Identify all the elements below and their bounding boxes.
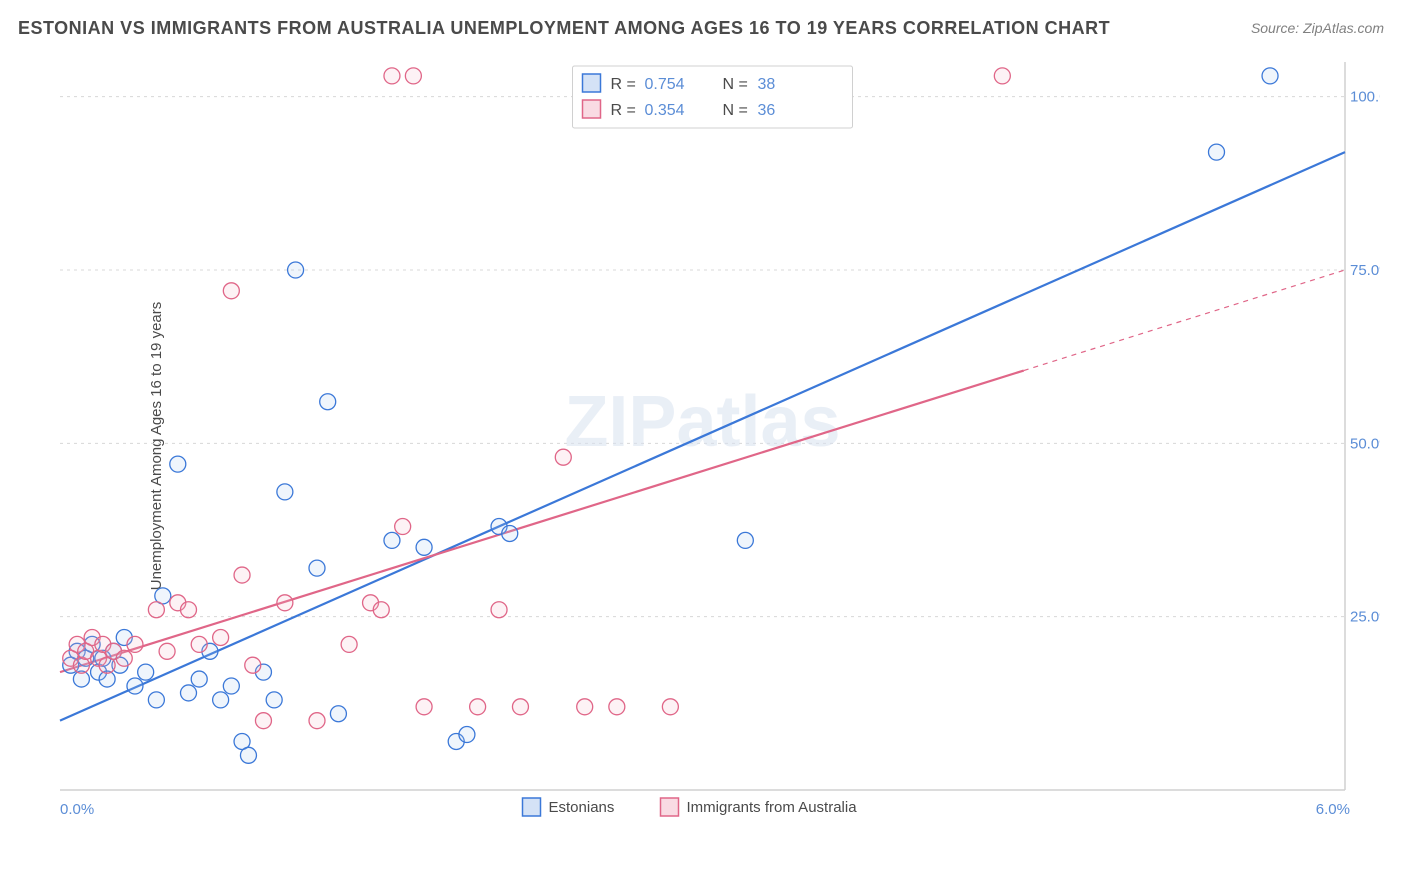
data-point (320, 394, 336, 410)
data-point (213, 629, 229, 645)
data-point (373, 602, 389, 618)
data-point (191, 636, 207, 652)
trend-line (60, 152, 1345, 721)
data-point (127, 636, 143, 652)
data-point (555, 449, 571, 465)
data-point (662, 699, 678, 715)
y-tick-label: 75.0% (1350, 262, 1380, 279)
legend-swatch (583, 74, 601, 92)
data-point (491, 602, 507, 618)
data-point (384, 532, 400, 548)
data-point (181, 602, 197, 618)
data-point (266, 692, 282, 708)
legend-r-label: R = (611, 102, 636, 119)
data-point (416, 699, 432, 715)
data-point (170, 456, 186, 472)
data-point (288, 262, 304, 278)
data-point (245, 657, 261, 673)
data-point (234, 567, 250, 583)
data-point (277, 484, 293, 500)
data-point (116, 650, 132, 666)
data-point (127, 678, 143, 694)
data-point (384, 68, 400, 84)
legend-n-label: N = (723, 102, 748, 119)
data-point (148, 602, 164, 618)
source-name: ZipAtlas.com (1303, 20, 1384, 36)
data-point (512, 699, 528, 715)
data-point (181, 685, 197, 701)
trend-line (60, 371, 1024, 673)
data-point (341, 636, 357, 652)
data-point (277, 595, 293, 611)
data-point (309, 560, 325, 576)
source-label: Source: (1251, 20, 1303, 36)
data-point (223, 283, 239, 299)
legend-r-value: 0.754 (645, 76, 685, 93)
bottom-legend-label: Immigrants from Australia (687, 799, 858, 816)
data-point (994, 68, 1010, 84)
data-point (395, 519, 411, 535)
data-point (1262, 68, 1278, 84)
x-tick-label: 0.0% (60, 801, 94, 818)
plot-area: ZIPatlas25.0%50.0%75.0%100.0%0.0%6.0%R =… (50, 50, 1380, 830)
chart-title: ESTONIAN VS IMMIGRANTS FROM AUSTRALIA UN… (18, 18, 1110, 39)
y-tick-label: 50.0% (1350, 435, 1380, 452)
bottom-legend-swatch (523, 798, 541, 816)
y-tick-label: 25.0% (1350, 609, 1380, 626)
legend-n-value: 38 (758, 76, 776, 93)
data-point (255, 713, 271, 729)
source-attribution: Source: ZipAtlas.com (1251, 20, 1384, 36)
legend-n-value: 36 (758, 102, 776, 119)
data-point (459, 727, 475, 743)
y-tick-label: 100.0% (1350, 89, 1380, 106)
data-point (470, 699, 486, 715)
scatter-chart: ZIPatlas25.0%50.0%75.0%100.0%0.0%6.0%R =… (50, 50, 1380, 830)
data-point (309, 713, 325, 729)
bottom-legend-label: Estonians (549, 799, 615, 816)
data-point (240, 747, 256, 763)
data-point (405, 68, 421, 84)
data-point (416, 539, 432, 555)
data-point (737, 532, 753, 548)
legend-r-value: 0.354 (645, 102, 685, 119)
data-point (223, 678, 239, 694)
bottom-legend-swatch (661, 798, 679, 816)
data-point (138, 664, 154, 680)
data-point (577, 699, 593, 715)
data-point (1209, 144, 1225, 160)
data-point (159, 643, 175, 659)
legend-r-label: R = (611, 76, 636, 93)
legend-swatch (583, 100, 601, 118)
data-point (502, 525, 518, 541)
legend-n-label: N = (723, 76, 748, 93)
data-point (191, 671, 207, 687)
trend-line-dash (1024, 270, 1345, 371)
data-point (330, 706, 346, 722)
x-tick-label: 6.0% (1316, 801, 1350, 818)
data-point (609, 699, 625, 715)
data-point (213, 692, 229, 708)
data-point (148, 692, 164, 708)
